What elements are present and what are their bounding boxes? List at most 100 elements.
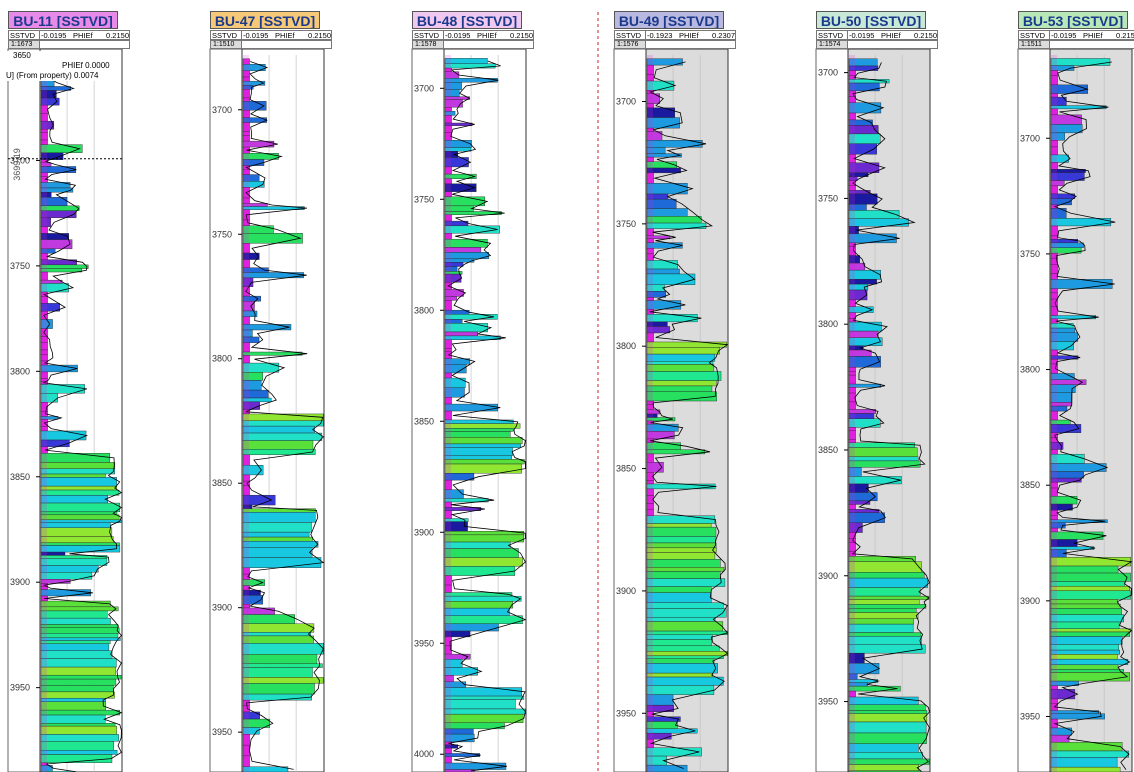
facies-block [1050, 680, 1079, 686]
vertical-scale: 1:1510 [211, 41, 242, 48]
depth-tick-label: 3700 [10, 155, 30, 165]
depth-tick-label: 3800 [212, 354, 232, 364]
facies-block [1050, 124, 1083, 134]
facies-block [1050, 247, 1082, 254]
porosity-curve [447, 60, 527, 772]
facies-block [444, 99, 463, 108]
facies-block [848, 102, 882, 114]
facies-block [242, 766, 289, 772]
depth-tick-label: 3850 [818, 445, 838, 455]
depth-tick-label: 3850 [212, 478, 232, 488]
facies-block [444, 314, 498, 320]
facies-block [848, 233, 897, 244]
track-header: SSTVD-0.0195 PHIEf 0.2150 [210, 30, 332, 40]
facies-block [1050, 672, 1130, 682]
facies-block [242, 727, 260, 735]
log-max-value: 0.2150 [308, 31, 331, 40]
depth-tick-label: 3800 [818, 319, 838, 329]
facies-block [848, 337, 883, 347]
vertical-scale: 1:1511 [1019, 41, 1050, 48]
facies-block [242, 351, 303, 356]
depth-column [7, 48, 41, 772]
facies-block [646, 235, 671, 240]
log-name: PHIEf [73, 31, 93, 40]
baseline-strip [1051, 55, 1057, 772]
facies-block [444, 630, 471, 638]
facies-block [1050, 172, 1085, 181]
facies-block [848, 460, 921, 468]
facies-block [646, 326, 671, 334]
log-max-value: 0.2150 [914, 31, 937, 40]
facies-block [1050, 713, 1105, 720]
facies-block [646, 462, 664, 473]
well-track-4: 3700 3750 3800 3850 3900 3950 [613, 48, 729, 772]
porosity-curve [851, 62, 930, 772]
facies-block [1050, 689, 1076, 700]
well-track-5: 3700 3750 3800 3850 3900 3950 [815, 48, 931, 772]
facies-block [242, 252, 260, 260]
log-name: PHIEf [275, 31, 295, 40]
porosity-curve [42, 59, 123, 772]
readout-line-1: PHIEf 0.0000 [62, 61, 110, 70]
baseline-strip [445, 55, 451, 772]
depth-tick-label: 3900 [212, 603, 232, 613]
depth-tick-label: 3950 [212, 727, 232, 737]
porosity-curve [1053, 61, 1133, 770]
log-min-value: -0.0195 [445, 31, 471, 40]
facies-block [444, 473, 475, 481]
facies-block [646, 117, 680, 129]
well-title: BU-48 [SSTVD] [412, 11, 522, 29]
depth-tick-label: 3850 [414, 416, 434, 426]
facies-block [1050, 766, 1121, 772]
depth-tick-label: 3950 [818, 697, 838, 707]
facies-block [242, 336, 260, 343]
depth-tick-label: 3750 [616, 219, 636, 229]
well-6: BU-53 [SSTVD] SSTVD-0.0195 PHIEf 0.2150 1:15… [1018, 0, 1134, 772]
log-max-value: 0.2150 [106, 31, 129, 40]
facies-block [444, 387, 465, 398]
depth-column-label: SSTVD [9, 31, 40, 39]
track-header: SSTVD-0.0195 PHIEf 0.2150 [1018, 30, 1134, 40]
depth-tick-label: 3700 [414, 83, 434, 93]
facies-block [444, 335, 501, 340]
facies-block [848, 306, 874, 313]
facies-block [1050, 154, 1069, 163]
baseline-strip [647, 55, 653, 772]
facies-block [40, 545, 121, 553]
baseline-strip [243, 55, 249, 772]
facies-block [848, 685, 901, 692]
log-max-value: 0.2150 [1116, 31, 1134, 40]
vertical-scale: 1:1574 [817, 41, 848, 48]
depth-column [815, 48, 849, 772]
log-min-value: -0.0195 [849, 31, 875, 40]
well-title: BU-53 [SSTVD] [1018, 11, 1128, 29]
depth-column-label: SSTVD [413, 31, 444, 39]
facies-block [242, 448, 316, 456]
log-min-value: -0.0195 [243, 31, 269, 40]
baseline-strip [849, 55, 855, 772]
depth-tick-label: 3850 [10, 472, 30, 482]
log-name: PHIEf [881, 31, 901, 40]
facies-block [1050, 519, 1108, 523]
depth-column [209, 48, 243, 772]
scale-row: 1:1576 [614, 40, 736, 49]
facies-block [848, 383, 881, 388]
facies-block [242, 324, 292, 331]
depth-tick-label: 3900 [818, 571, 838, 581]
facies-block [242, 181, 265, 188]
depth-tick-label: 3750 [1020, 249, 1040, 259]
readout-tick: 3650 [13, 51, 31, 60]
facies-block [1050, 503, 1073, 511]
vertical-scale: 1:1578 [413, 41, 444, 48]
facies-block [848, 476, 902, 485]
facies-block [242, 465, 264, 476]
log-name: PHIEf [679, 31, 699, 40]
facies-block [242, 310, 258, 317]
facies-block [646, 167, 681, 174]
facies-block [848, 500, 871, 505]
depth-tick-label: 3950 [1020, 711, 1040, 721]
facies-block [848, 418, 881, 428]
depth-tick-label: 3750 [414, 194, 434, 204]
log-min-value: -0.0195 [1051, 31, 1077, 40]
